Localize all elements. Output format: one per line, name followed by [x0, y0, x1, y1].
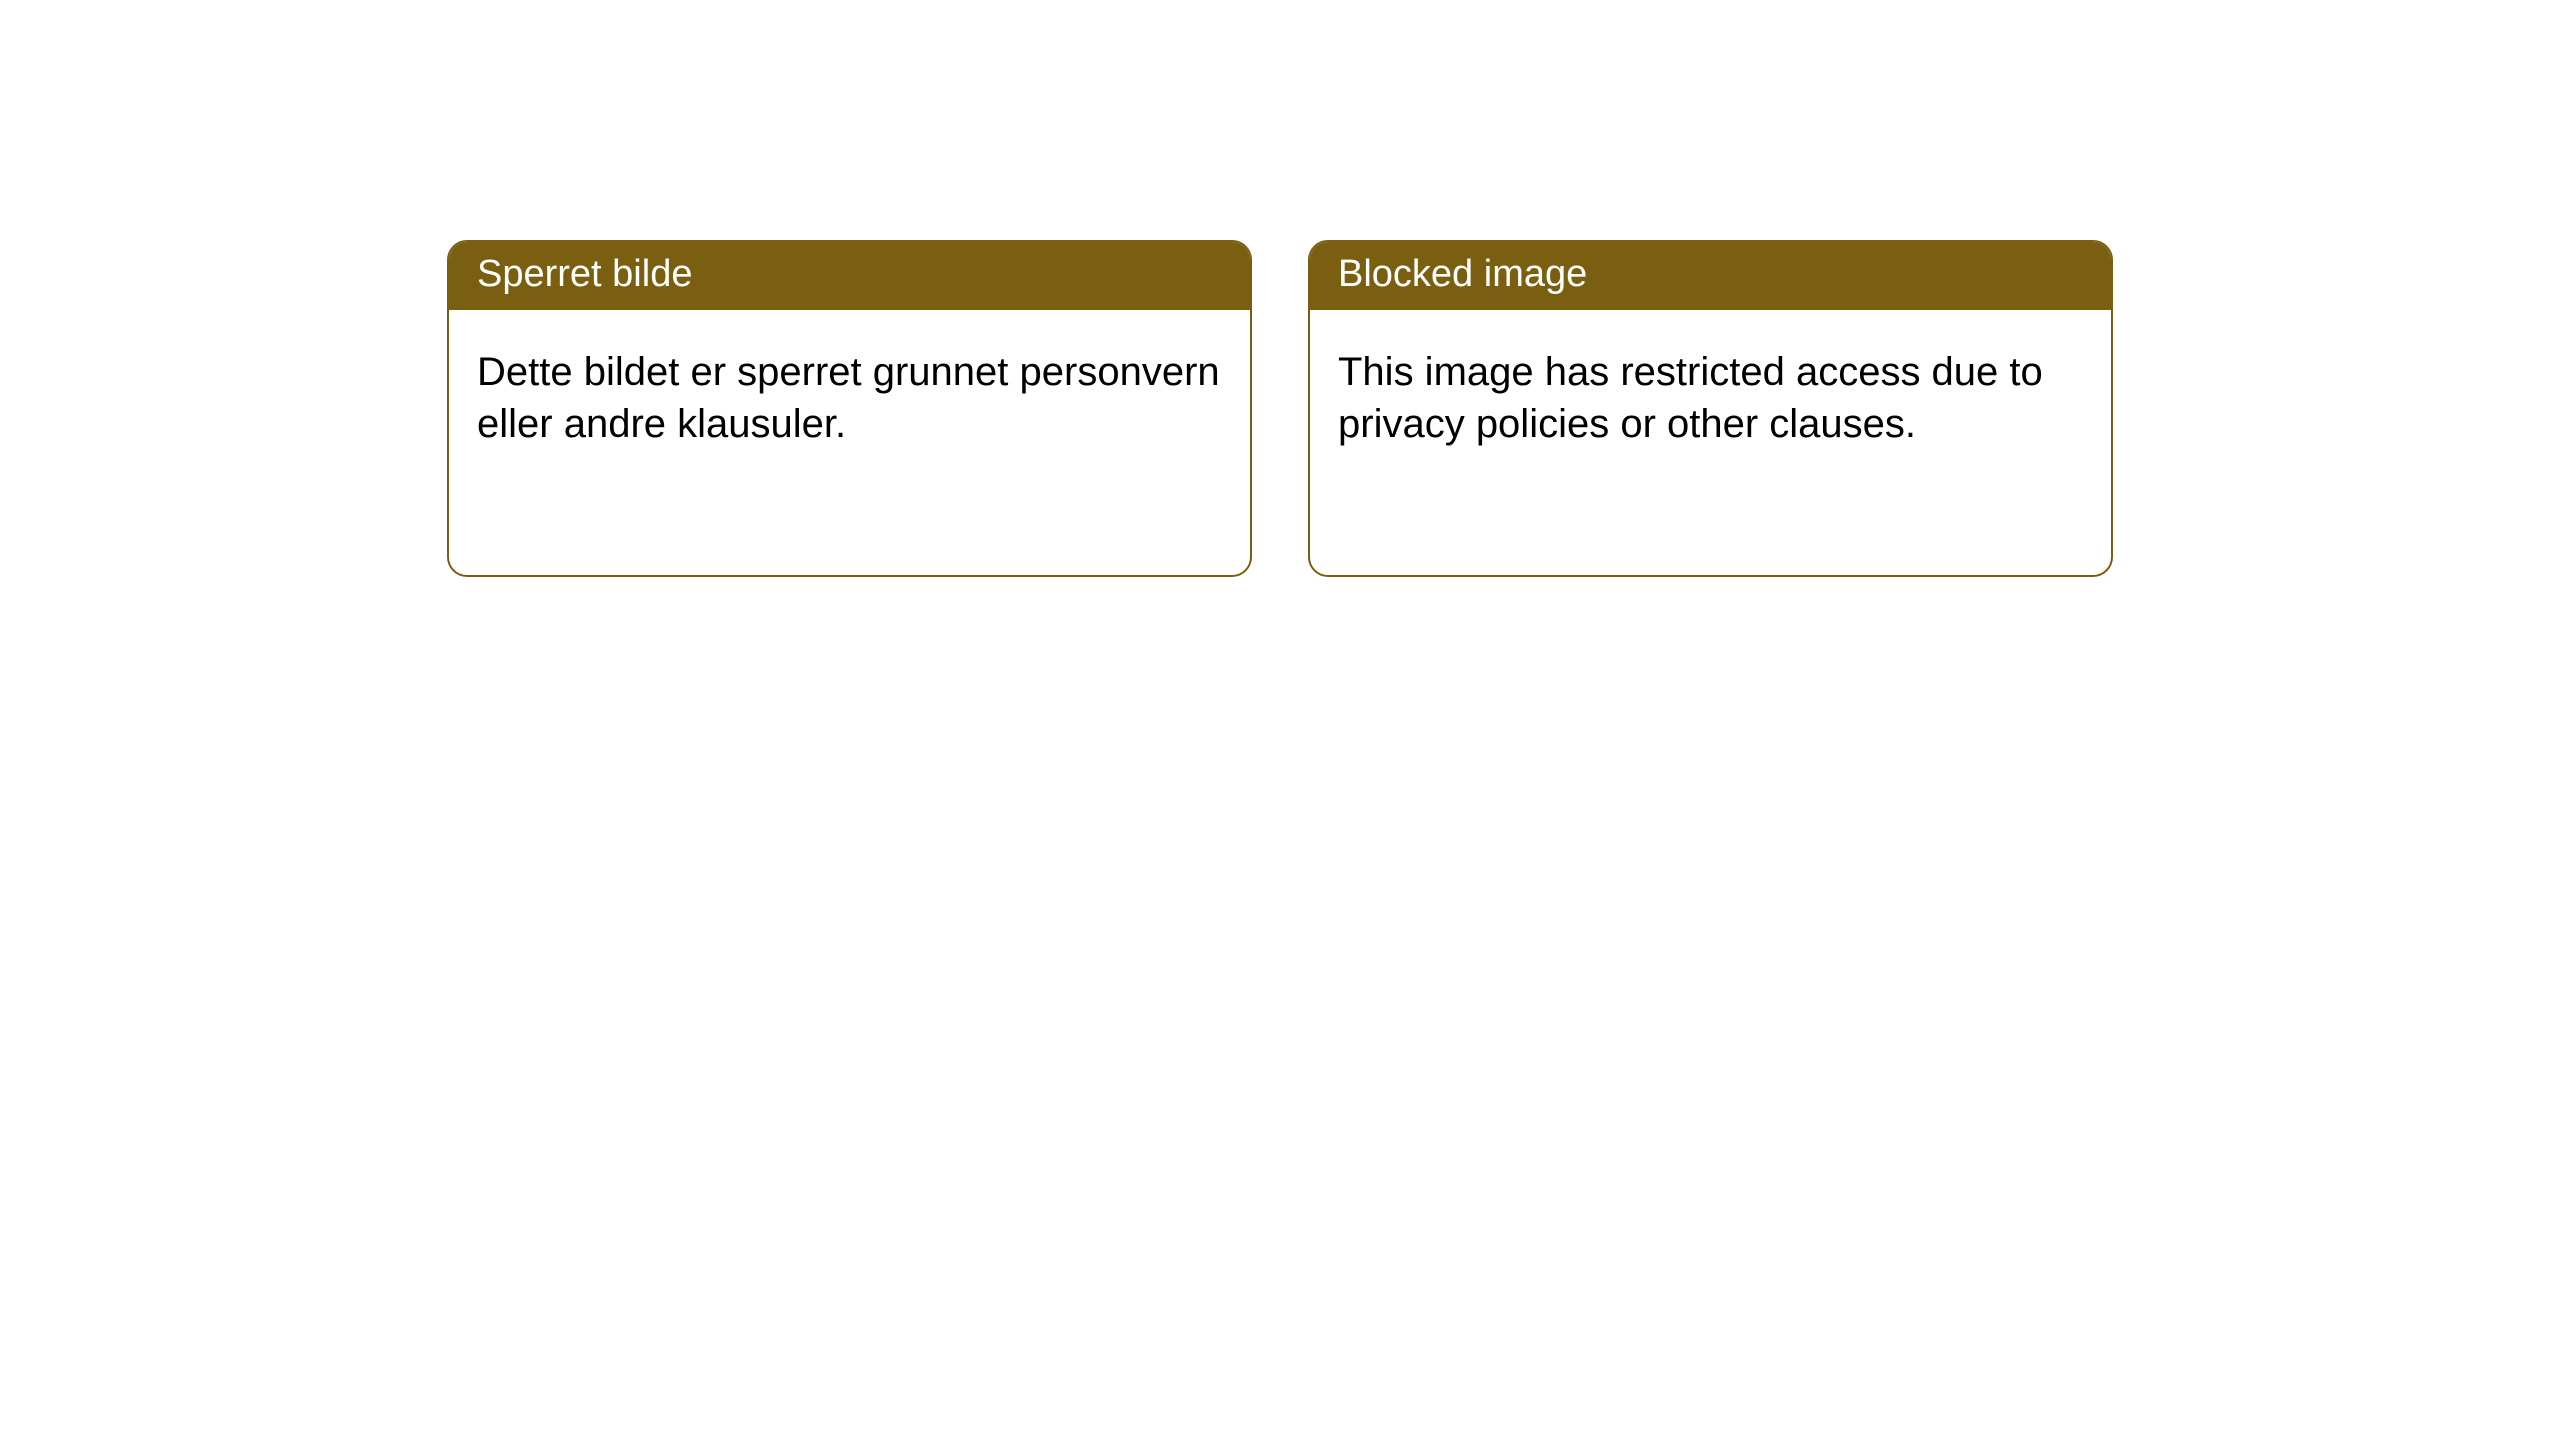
blocked-image-card-en: Blocked image This image has restricted …: [1308, 240, 2113, 577]
card-text-nb: Dette bildet er sperret grunnet personve…: [477, 350, 1220, 446]
card-title-nb: Sperret bilde: [477, 253, 692, 295]
card-header-nb: Sperret bilde: [449, 242, 1250, 310]
card-text-en: This image has restricted access due to …: [1338, 350, 2043, 446]
card-title-en: Blocked image: [1338, 253, 1587, 295]
blocked-image-card-nb: Sperret bilde Dette bildet er sperret gr…: [447, 240, 1252, 577]
card-body-nb: Dette bildet er sperret grunnet personve…: [449, 310, 1250, 486]
card-body-en: This image has restricted access due to …: [1310, 310, 2111, 486]
notice-cards-container: Sperret bilde Dette bildet er sperret gr…: [0, 0, 2560, 577]
card-header-en: Blocked image: [1310, 242, 2111, 310]
